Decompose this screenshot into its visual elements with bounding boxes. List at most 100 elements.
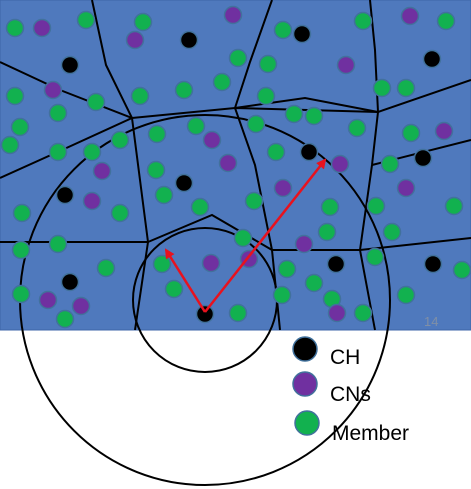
cn-node: [218, 153, 238, 173]
member-node: [55, 309, 75, 329]
member-node: [152, 254, 172, 274]
member-node: [174, 80, 194, 100]
member-node: [284, 104, 304, 124]
member-node: [401, 123, 421, 143]
cluster-head-node: [413, 148, 433, 168]
member-node: [256, 86, 276, 106]
member-node: [96, 258, 116, 278]
member-node: [372, 78, 392, 98]
cluster-head-node: [179, 30, 199, 50]
member-node: [48, 103, 68, 123]
member-node: [320, 197, 340, 217]
member-node: [353, 303, 373, 323]
cn-node: [125, 30, 145, 50]
member-legend-label: Member: [332, 422, 409, 445]
member-node: [12, 203, 32, 223]
member-node: [186, 116, 206, 136]
member-node: [86, 92, 106, 112]
cn-node: [202, 130, 222, 150]
ch-legend-label: CH: [330, 346, 360, 369]
cluster-boundary: [377, 79, 471, 113]
cn-node: [32, 18, 52, 38]
cluster-head-node: [422, 49, 442, 69]
cluster-head-node: [60, 272, 80, 292]
member-node: [133, 12, 153, 32]
member-node: [380, 154, 400, 174]
cn-node: [92, 161, 112, 181]
member-node: [266, 142, 286, 162]
cn-node: [400, 6, 420, 26]
member-node: [147, 124, 167, 144]
cn-node: [294, 234, 314, 254]
cluster-boundary: [358, 0, 380, 331]
cn-node: [82, 191, 102, 211]
member-node: [110, 203, 130, 223]
member-node: [396, 285, 416, 305]
cluster-head-node: [423, 254, 443, 274]
cluster-head-node: [174, 173, 194, 193]
cn-node: [71, 296, 91, 316]
cn-node: [434, 121, 454, 141]
member-node: [258, 54, 278, 74]
member-node: [452, 260, 471, 280]
ch-legend-icon: [292, 336, 318, 362]
member-node: [246, 114, 266, 134]
member-legend-icon: [294, 410, 320, 436]
member-node: [82, 142, 102, 162]
cluster-head-node: [195, 304, 215, 324]
member-node: [5, 86, 25, 106]
member-node: [146, 160, 166, 180]
cluster-head-node: [55, 185, 75, 205]
member-node: [110, 130, 130, 150]
cn-legend-label: CNs: [330, 383, 371, 406]
member-node: [382, 222, 402, 242]
member-node: [396, 78, 416, 98]
member-node: [366, 196, 386, 216]
slide-number: 14: [424, 314, 438, 329]
member-node: [48, 234, 68, 254]
cn-node: [201, 253, 221, 273]
cluster-head-node: [326, 254, 346, 274]
member-node: [436, 11, 456, 31]
cluster-boundary: [359, 237, 471, 251]
member-node: [11, 284, 31, 304]
arrow-to-far-cn: [204, 158, 327, 313]
member-node: [317, 222, 337, 242]
cn-node: [273, 178, 293, 198]
cluster-head-node: [299, 142, 319, 162]
cn-node: [327, 303, 347, 323]
cn-node: [38, 290, 58, 310]
cn-node: [336, 55, 356, 75]
member-node: [353, 11, 373, 31]
member-node: [228, 48, 248, 68]
member-node: [272, 285, 292, 305]
cn-node: [43, 80, 63, 100]
member-node: [190, 197, 210, 217]
member-node: [304, 106, 324, 126]
member-node: [212, 72, 232, 92]
cn-node: [396, 178, 416, 198]
member-node: [228, 303, 248, 323]
member-node: [347, 118, 367, 138]
member-node: [304, 273, 324, 293]
member-node: [48, 142, 68, 162]
member-node: [154, 185, 174, 205]
cluster-boundary: [234, 96, 379, 113]
member-node: [277, 259, 297, 279]
cn-node: [223, 5, 243, 25]
member-node: [233, 228, 253, 248]
member-node: [5, 18, 25, 38]
member-node: [444, 196, 464, 216]
member-node: [0, 135, 20, 155]
cluster-head-node: [292, 24, 312, 44]
arrow-to-near-cn: [164, 248, 207, 313]
cluster-head-node: [60, 55, 80, 75]
sensor-nodes: [0, 5, 471, 329]
member-node: [365, 247, 385, 267]
cluster-boundary: [233, 0, 281, 331]
member-node: [10, 117, 30, 137]
member-node: [164, 279, 184, 299]
member-node: [273, 20, 293, 40]
member-node: [11, 240, 31, 260]
